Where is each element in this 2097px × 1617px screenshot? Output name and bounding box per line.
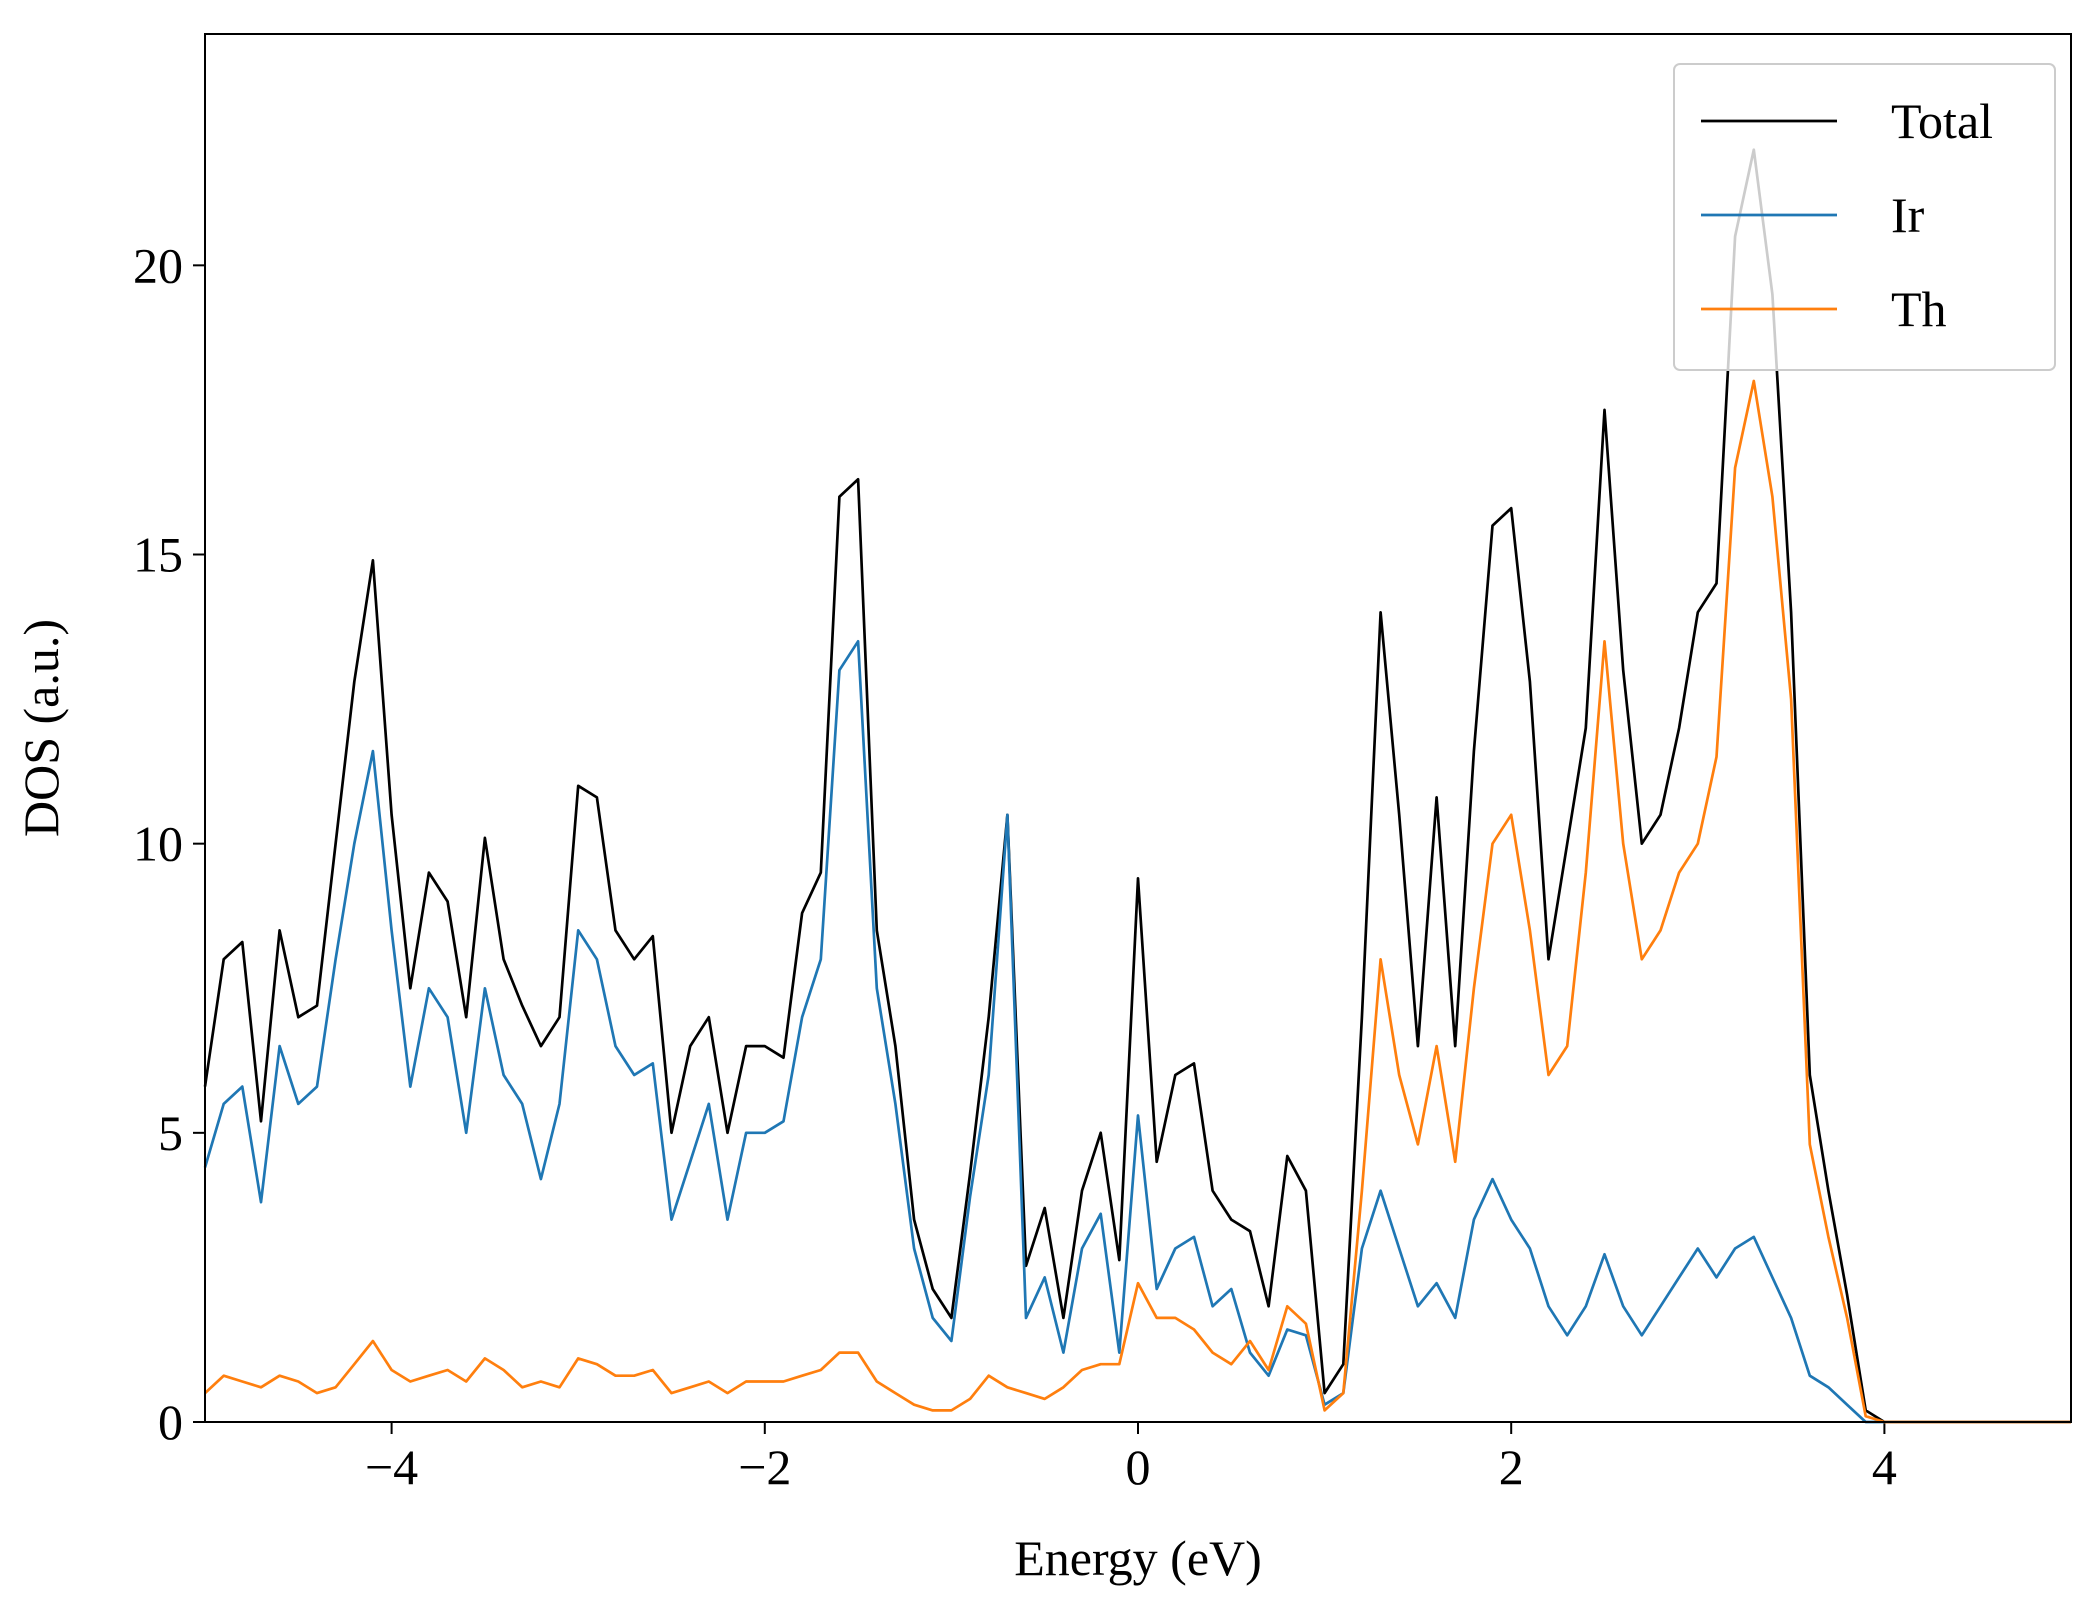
plot-frame <box>204 33 2072 1423</box>
y-tick-label: 20 <box>133 237 183 293</box>
x-axis-label: Energy (eV) <box>1014 1530 1262 1586</box>
y-tick-label: 10 <box>133 816 183 872</box>
series-line <box>204 379 2071 1424</box>
x-tick-label: 2 <box>1499 1439 1524 1495</box>
legend-label: Total <box>1891 93 1993 149</box>
y-tick-label: 5 <box>158 1105 183 1161</box>
y-tick-label: 0 <box>158 1394 183 1450</box>
legend-label: Th <box>1891 281 1947 337</box>
y-tick-label: 15 <box>133 527 183 583</box>
x-tick-label: 4 <box>1872 1439 1897 1495</box>
y-axis-label: DOS (a.u.) <box>13 619 69 837</box>
legend-box <box>1673 63 2056 371</box>
x-tick-label: −4 <box>365 1439 418 1495</box>
series-line <box>203 639 2071 1424</box>
x-tick-label: −2 <box>738 1439 791 1495</box>
legend-label: Ir <box>1891 187 1925 243</box>
x-tick-label: 0 <box>1126 1439 1151 1495</box>
